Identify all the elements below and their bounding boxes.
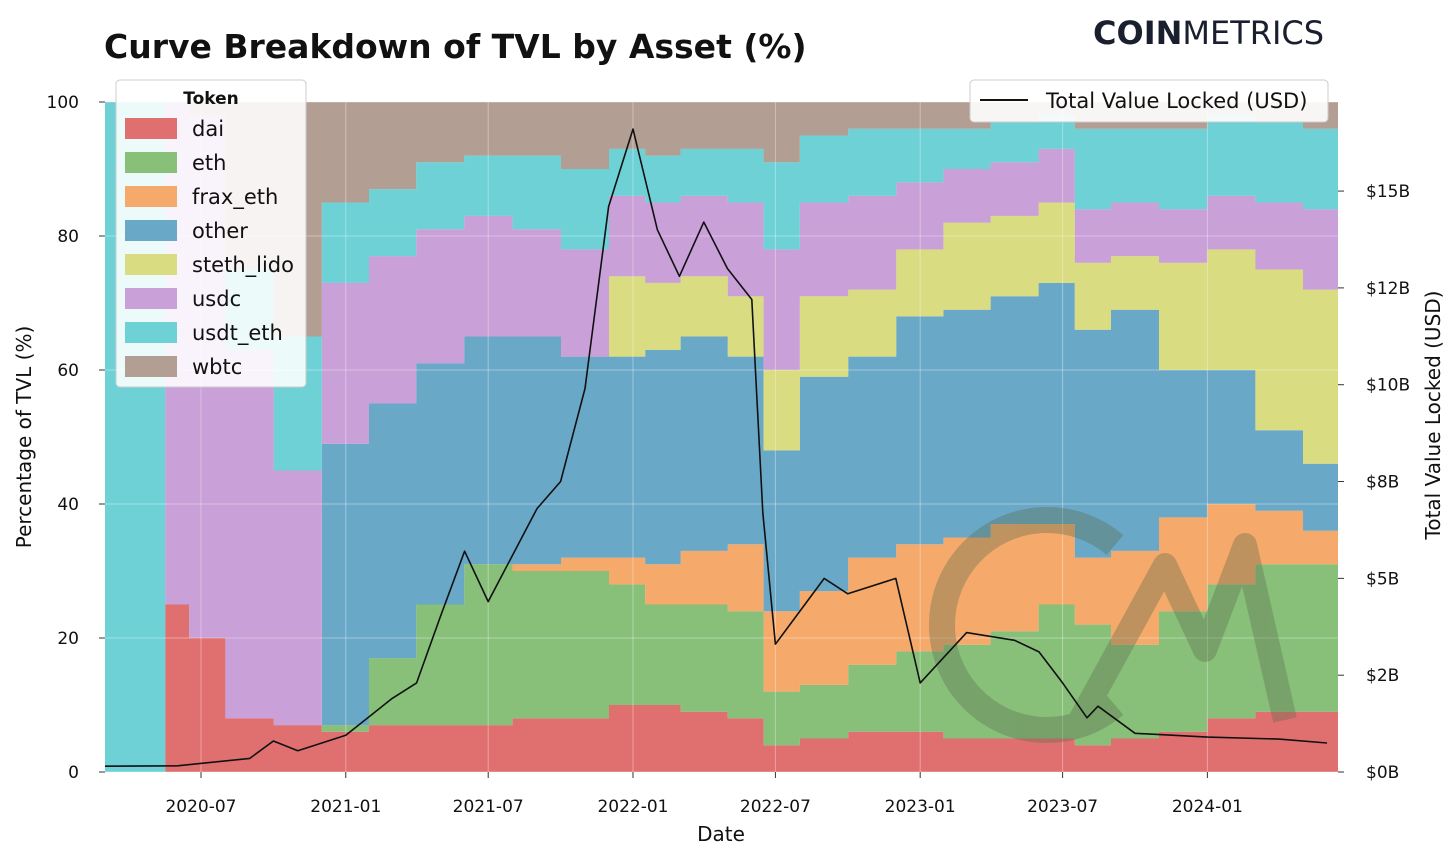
y-tick-label: 100 xyxy=(47,93,79,113)
y2-tick-label: $12B xyxy=(1366,279,1410,299)
x-tick-label: 2023-01 xyxy=(885,797,956,817)
y-tick-label: 0 xyxy=(68,763,79,783)
legend-label-eth: eth xyxy=(192,151,226,175)
x-tick-label: 2022-07 xyxy=(740,797,811,817)
area-dai xyxy=(105,604,1338,772)
y2-axis-ticks: $0B $2B $5B $8B $10B $12B $15B xyxy=(1338,182,1410,783)
legend-title: Token xyxy=(183,89,239,109)
x-tick-label: 2021-01 xyxy=(310,797,381,817)
x-tick-label: 2020-07 xyxy=(165,797,236,817)
x-tick-label: 2022-01 xyxy=(597,797,668,817)
y2-tick-label: $0B xyxy=(1366,763,1399,783)
area-wbtc xyxy=(105,102,1338,337)
brand-logo: COINMETRICS xyxy=(1093,14,1324,52)
y-tick-label: 60 xyxy=(57,361,79,381)
area-other xyxy=(105,282,1338,772)
legend-label-other: other xyxy=(192,219,248,243)
area-steth-lido xyxy=(105,202,1338,772)
legend-swatch-wbtc xyxy=(125,356,177,377)
area-eth xyxy=(105,564,1338,772)
area-frax-eth xyxy=(105,504,1338,772)
y-tick-label: 40 xyxy=(57,495,79,515)
watermark-logo xyxy=(929,507,1297,743)
tvl-line-group xyxy=(104,128,1328,767)
y-tick-label: 80 xyxy=(57,227,79,247)
x-tick-label: 2024-01 xyxy=(1172,797,1243,817)
brand-light: METRICS xyxy=(1182,14,1324,52)
legend-label-frax-eth: frax_eth xyxy=(192,185,278,210)
y-tick-label: 20 xyxy=(57,629,79,649)
legend-swatch-eth xyxy=(125,152,177,173)
tvl-legend-box xyxy=(969,79,1329,123)
legend-label-dai: dai xyxy=(192,117,224,141)
x-tick-label: 2021-07 xyxy=(453,797,524,817)
legend-label-steth-lido: steth_lido xyxy=(192,253,294,278)
y-axis-label: Percentage of TVL (%) xyxy=(12,326,36,549)
y-axis-ticks: 0 20 40 60 80 100 xyxy=(47,93,105,783)
x-axis-ticks: 2020-07 2021-01 2021-07 2022-01 2022-07 2023-… xyxy=(165,772,1243,817)
y2-tick-label: $2B xyxy=(1366,666,1399,686)
brand-bold: COIN xyxy=(1093,14,1182,52)
tvl-legend: Total Value Locked (USD) xyxy=(969,79,1329,123)
chart-title: Curve Breakdown of TVL by Asset (%) xyxy=(104,27,807,66)
area-usdt-eth xyxy=(105,102,1338,772)
y2-tick-label: $5B xyxy=(1366,569,1399,589)
legend-swatch-dai xyxy=(125,118,177,139)
legend-label-wbtc: wbtc xyxy=(192,355,242,379)
legend-label-usdc: usdc xyxy=(192,287,241,311)
legend-swatch-usdc xyxy=(125,288,177,309)
x-tick-label: 2023-07 xyxy=(1027,797,1098,817)
y2-tick-label: $15B xyxy=(1366,182,1410,202)
legend-swatch-frax-eth xyxy=(125,186,177,207)
legend-swatch-other xyxy=(125,220,177,241)
area-layers xyxy=(105,102,1338,772)
y2-axis-label: Total Value Locked (USD) xyxy=(1421,291,1445,541)
legend-swatch-steth-lido xyxy=(125,254,177,275)
y2-tick-label: $10B xyxy=(1366,376,1410,396)
y2-tick-label: $8B xyxy=(1366,473,1399,493)
area-usdc xyxy=(105,102,1338,772)
tvl-line xyxy=(104,128,1328,767)
legend-swatch-usdt-eth xyxy=(125,322,177,343)
legend-label-usdt-eth: usdt_eth xyxy=(192,321,283,346)
tvl-legend-label: Total Value Locked (USD) xyxy=(1045,89,1307,113)
x-axis-label: Date xyxy=(697,822,745,846)
